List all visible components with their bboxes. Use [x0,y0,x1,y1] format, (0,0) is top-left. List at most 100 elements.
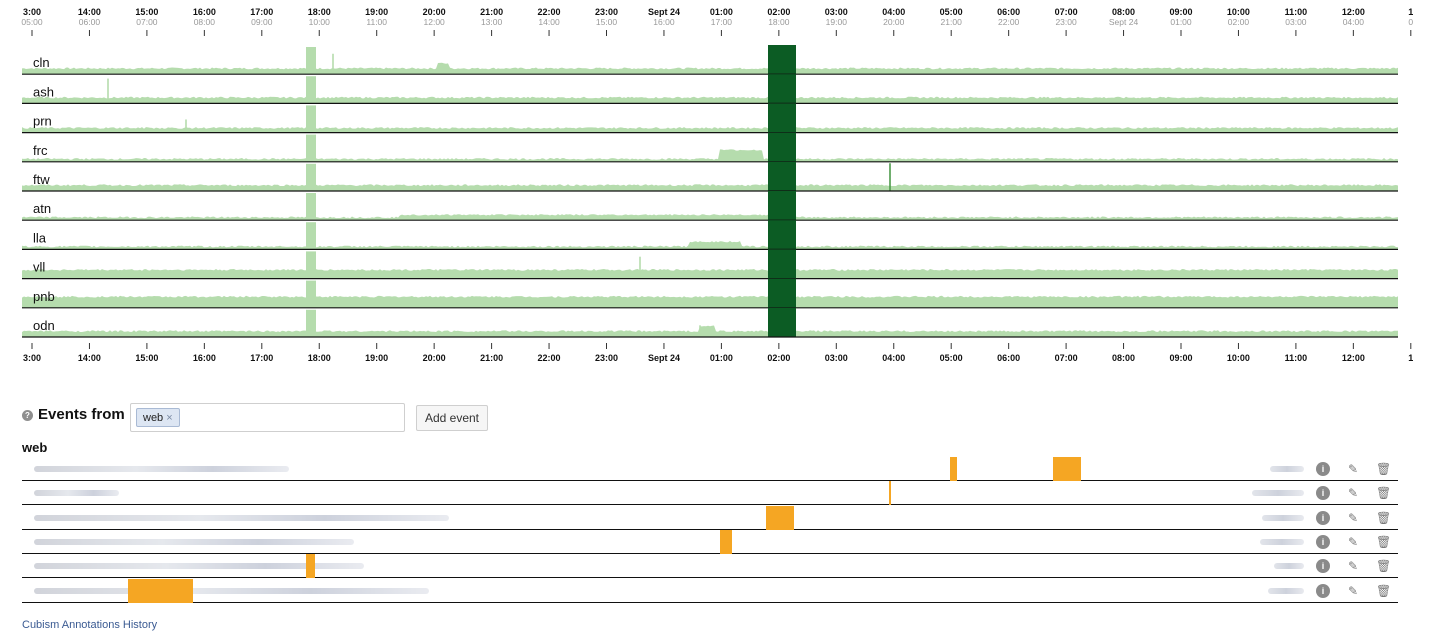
bottom-axis-label: 02:00 [767,353,790,363]
bottom-axis-label: 22:00 [538,353,561,363]
event-time-bar[interactable] [720,529,732,554]
delete-trash-icon[interactable]: 🗑 [1376,559,1392,574]
annotations-history-link[interactable]: Cubism Annotations History [22,619,158,631]
top-axis-minor-label: 18:00 [768,17,790,27]
top-axis-minor-label: 13:00 [481,17,503,27]
horizon-dip-band [306,222,316,250]
bottom-axis-label: 3:00 [23,353,41,363]
event-row[interactable]: i ✎ 🗑 [22,578,1398,603]
row-label-atn: atn [33,201,51,216]
row-label-ftw: ftw [33,172,50,187]
top-axis-minor-label: 16:00 [653,17,675,27]
add-event-button[interactable]: Add event [416,405,488,431]
event-meta-redacted [1268,587,1304,594]
event-time-bar[interactable] [889,481,891,506]
event-row[interactable]: i ✎ 🗑 [22,481,1398,506]
horizon-spike [699,325,701,337]
top-axis-major-label: 23:00 [595,7,618,17]
horizon-chart: 3:00 05:00 14:00 06:00 15:00 07:00 16:00 08:00 1… [21,7,1413,363]
row-label-odn: odn [33,318,55,333]
bottom-axis-label: 03:00 [825,353,848,363]
bottom-axis-label: 19:00 [365,353,388,363]
edit-pencil-icon[interactable]: ✎ [1347,583,1359,598]
delete-trash-icon[interactable]: 🗑 [1376,462,1392,476]
top-axis-minor-label: 20:00 [883,17,905,27]
bottom-axis-label: 04:00 [882,353,905,363]
top-axis-minor-label: 05:00 [21,17,43,27]
event-info-icon[interactable]: i [1316,583,1330,598]
source-chip-web[interactable]: web × [136,408,180,427]
horizon-spike [185,119,187,133]
chip-remove-icon[interactable]: × [166,412,173,424]
bottom-axis-label: 14:00 [78,353,101,363]
horizon-outage-band [768,278,796,308]
horizon-spike [107,78,109,104]
delete-trash-icon[interactable]: 🗑 [1376,510,1392,525]
top-axis-major-label: 19:00 [365,7,388,17]
event-row[interactable]: i ✎ 🗑 [22,529,1398,554]
bottom-axis-label: 15:00 [135,353,158,363]
bottom-axis-label: 10:00 [1227,353,1250,363]
top-axis-minor-label: 09:00 [251,17,273,27]
bottom-axis-label: 01:00 [710,353,733,363]
event-time-bar[interactable] [766,505,794,530]
event-name-redacted [34,538,354,545]
horizon-area-atn [22,214,1398,221]
top-axis-major-label: 14:00 [78,7,101,17]
event-name-redacted [34,563,364,570]
top-axis-major-label: 01:00 [710,7,733,17]
bottom-axis-label: 17:00 [250,353,273,363]
horizon-outage-band [768,249,796,279]
top-axis-minor-label: 04:00 [1343,17,1365,27]
help-icon[interactable]: ? [22,410,33,421]
edit-pencil-icon[interactable]: ✎ [1347,559,1359,574]
events-source-input[interactable]: web × [130,403,405,432]
horizon-dip-band [306,251,316,279]
event-time-bar[interactable] [1053,457,1081,481]
bottom-axis-label: Sept 24 [648,353,680,363]
top-axis-minor-label: 22:00 [998,17,1020,27]
event-row[interactable]: i ✎ 🗑 [22,554,1398,579]
top-axis-minor-label: 19:00 [826,17,848,27]
top-axis-major-label: 06:00 [997,7,1020,17]
bottom-axis-label: 11:00 [1285,353,1308,363]
event-time-bar[interactable] [950,457,957,481]
event-info-icon[interactable]: i [1316,559,1330,574]
edit-pencil-icon[interactable]: ✎ [1347,534,1359,549]
top-axis-major-label: 17:00 [250,7,273,17]
row-label-ash: ash [33,84,54,99]
edit-pencil-icon[interactable]: ✎ [1347,486,1359,501]
event-meta-redacted [1270,466,1304,472]
event-time-bar[interactable] [128,578,193,603]
top-axis-major-label: 02:00 [767,7,790,17]
top-axis-major-label: 11:00 [1285,7,1308,17]
top-axis-major-label: 12:00 [1342,7,1365,17]
event-info-icon[interactable]: i [1316,510,1330,525]
bottom-axis-label: 1 [1408,353,1413,363]
top-axis-major-label: 07:00 [1055,7,1078,17]
horizon-dip-band [306,105,316,133]
delete-trash-icon[interactable]: 🗑 [1376,583,1392,598]
event-info-icon[interactable]: i [1316,534,1330,549]
event-info-icon[interactable]: i [1316,462,1330,476]
horizon-area-prn [22,127,1398,133]
edit-pencil-icon[interactable]: ✎ [1347,462,1359,476]
bottom-axis-label: 08:00 [1112,353,1135,363]
bottom-axis-label: 20:00 [423,353,446,363]
edit-pencil-icon[interactable]: ✎ [1347,510,1359,525]
delete-trash-icon[interactable]: 🗑 [1376,486,1392,501]
delete-trash-icon[interactable]: 🗑 [1376,534,1392,549]
event-name-redacted [34,490,119,497]
horizon-area-lla [22,241,1398,250]
horizon-dip-band [306,280,316,308]
event-row[interactable]: i ✎ 🗑 [22,457,1398,481]
event-row[interactable]: i ✎ 🗑 [22,505,1398,530]
event-name-redacted [34,514,449,521]
top-axis-minor-label: 23:00 [1055,17,1077,27]
horizon-area-frc [22,149,1398,162]
event-info-icon[interactable]: i [1316,486,1330,501]
horizon-outage-band [768,191,796,221]
top-axis-major-label: 22:00 [538,7,561,17]
event-time-bar[interactable] [306,554,315,579]
top-axis-major-label: 08:00 [1112,7,1135,17]
